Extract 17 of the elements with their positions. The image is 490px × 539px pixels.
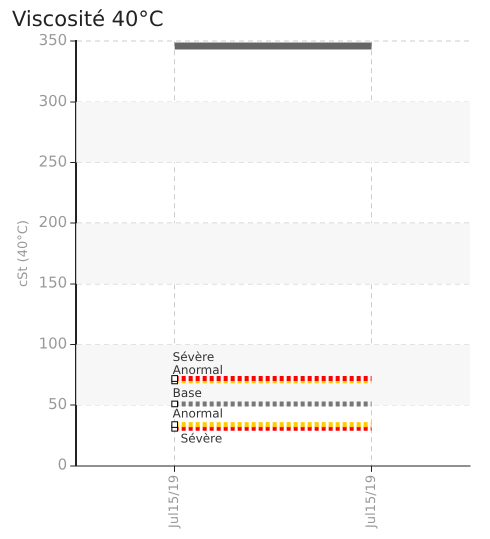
y-tick-label: 350 — [38, 31, 68, 50]
series-label: Anormal — [172, 363, 223, 378]
y-tick-label: 100 — [38, 334, 68, 352]
y-axis-title: cSt (40°C) — [16, 220, 32, 287]
series-label: Anormal — [172, 406, 223, 421]
series-label: Base — [172, 386, 202, 400]
y-tick-label: 0 — [58, 456, 68, 474]
chart-title: Viscosité 40°C — [12, 7, 164, 32]
series-label: Sévère — [172, 350, 214, 364]
series-label: Sévère — [180, 431, 222, 446]
y-tick-label: 150 — [38, 274, 68, 292]
x-tick-label: Jul15/19 — [364, 474, 379, 530]
y-tick-label: 200 — [38, 213, 68, 232]
y-tick-label: 50 — [48, 395, 68, 414]
y-tick-label: 300 — [38, 92, 68, 110]
x-tick-label: Jul15/19 — [167, 474, 182, 530]
y-tick-label: 250 — [38, 152, 68, 170]
